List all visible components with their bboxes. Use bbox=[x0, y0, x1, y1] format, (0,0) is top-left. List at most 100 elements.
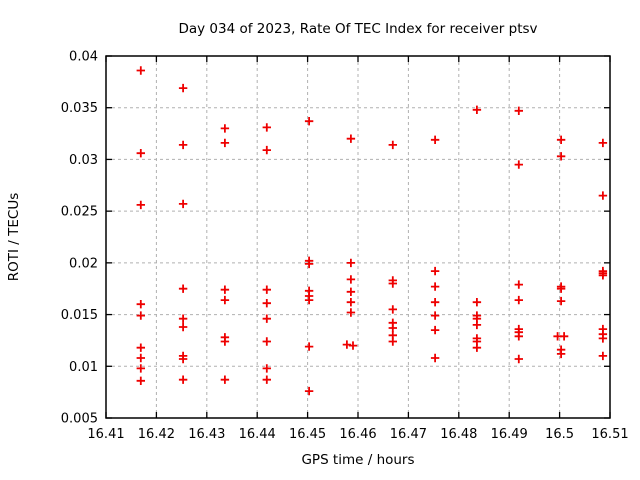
data-point bbox=[388, 279, 397, 288]
x-tick-label: 16.51 bbox=[591, 427, 628, 442]
x-tick-label: 16.42 bbox=[138, 427, 175, 442]
data-point bbox=[559, 332, 569, 341]
x-tick-label: 16.5 bbox=[545, 427, 574, 442]
data-point bbox=[262, 337, 271, 346]
data-point bbox=[262, 314, 271, 323]
data-point bbox=[262, 299, 271, 308]
data-point bbox=[304, 295, 314, 305]
y-tick-label: 0.01 bbox=[69, 360, 98, 375]
data-point bbox=[556, 349, 566, 359]
x-tick-label: 16.45 bbox=[289, 427, 326, 442]
data-point bbox=[178, 375, 188, 384]
data-point bbox=[178, 322, 188, 332]
data-point bbox=[388, 323, 397, 333]
data-point bbox=[472, 320, 482, 330]
data-point bbox=[136, 311, 145, 320]
data-point bbox=[220, 295, 230, 305]
data-point bbox=[430, 311, 440, 320]
data-point bbox=[178, 314, 188, 323]
data-point bbox=[304, 259, 314, 269]
data-point bbox=[136, 200, 145, 210]
x-tick-label: 16.48 bbox=[440, 427, 477, 442]
data-point bbox=[346, 308, 356, 317]
data-point bbox=[262, 364, 271, 373]
data-point bbox=[220, 124, 230, 133]
data-point bbox=[136, 376, 145, 385]
data-point bbox=[598, 271, 608, 280]
data-point bbox=[430, 353, 440, 363]
data-point bbox=[346, 275, 356, 284]
data-point bbox=[430, 282, 440, 291]
y-tick-label: 0.015 bbox=[61, 308, 98, 323]
data-point bbox=[136, 364, 145, 373]
data-point bbox=[304, 117, 314, 126]
data-point bbox=[262, 285, 271, 294]
data-point bbox=[556, 284, 566, 293]
plot-border-layer bbox=[105, 55, 611, 419]
data-point bbox=[388, 305, 397, 314]
data-point bbox=[220, 138, 230, 148]
data-point bbox=[178, 284, 188, 293]
y-tick-label: 0.02 bbox=[69, 256, 98, 271]
data-point bbox=[388, 140, 397, 150]
data-point bbox=[514, 332, 523, 341]
data-point bbox=[342, 340, 352, 349]
data-point bbox=[430, 298, 440, 307]
data-point bbox=[136, 343, 145, 352]
data-point bbox=[598, 351, 608, 361]
data-point bbox=[556, 152, 566, 161]
data-point bbox=[262, 375, 271, 384]
data-point bbox=[262, 123, 271, 132]
data-point bbox=[514, 354, 523, 364]
x-tick-label: 16.47 bbox=[390, 427, 427, 442]
data-point bbox=[472, 105, 482, 114]
data-point bbox=[178, 83, 188, 93]
data-point bbox=[430, 266, 440, 276]
y-tick-label: 0.005 bbox=[61, 412, 98, 427]
x-axis-label: GPS time / hours bbox=[301, 452, 414, 468]
plot-border bbox=[105, 55, 611, 419]
data-point bbox=[304, 342, 314, 351]
data-point bbox=[346, 287, 356, 296]
data-point bbox=[514, 280, 523, 289]
data-point bbox=[220, 375, 230, 384]
data-point bbox=[178, 140, 188, 150]
data-point bbox=[598, 138, 608, 148]
data-point bbox=[220, 337, 230, 346]
data-point bbox=[598, 334, 608, 343]
data-point-layer bbox=[136, 66, 608, 396]
y-axis-label: ROTI / TECUs bbox=[6, 193, 22, 281]
data-point bbox=[514, 106, 523, 115]
data-point bbox=[472, 298, 482, 307]
x-tick-label: 16.43 bbox=[188, 427, 225, 442]
data-point bbox=[178, 354, 188, 364]
data-point bbox=[136, 353, 145, 363]
x-tick-label: 16.41 bbox=[87, 427, 124, 442]
y-tick-label: 0.035 bbox=[61, 101, 98, 116]
data-point bbox=[304, 386, 314, 396]
y-tick-label: 0.04 bbox=[69, 50, 98, 65]
chart-title: Day 034 of 2023, Rate Of TEC Index for r… bbox=[178, 21, 537, 37]
data-point bbox=[136, 66, 145, 75]
data-point bbox=[220, 285, 230, 294]
data-point bbox=[430, 325, 440, 335]
data-point bbox=[346, 298, 356, 307]
data-point bbox=[514, 160, 523, 169]
y-tick-label: 0.025 bbox=[61, 205, 98, 220]
y-tick-label: 0.03 bbox=[69, 153, 98, 168]
tick-label-layer: 16.41 16.42 16.43 16.44 16.45 16.46 16.47 16.48… bbox=[61, 50, 629, 443]
data-point bbox=[514, 295, 523, 305]
data-point bbox=[430, 135, 440, 144]
grid-layer bbox=[106, 56, 610, 418]
x-tick-label: 16.44 bbox=[239, 427, 276, 442]
data-point bbox=[136, 149, 145, 158]
data-point bbox=[472, 343, 482, 352]
data-point bbox=[136, 300, 145, 309]
data-point bbox=[348, 341, 358, 350]
data-point bbox=[262, 145, 271, 155]
data-point bbox=[388, 337, 397, 346]
data-point bbox=[556, 135, 566, 144]
data-point bbox=[598, 191, 608, 200]
